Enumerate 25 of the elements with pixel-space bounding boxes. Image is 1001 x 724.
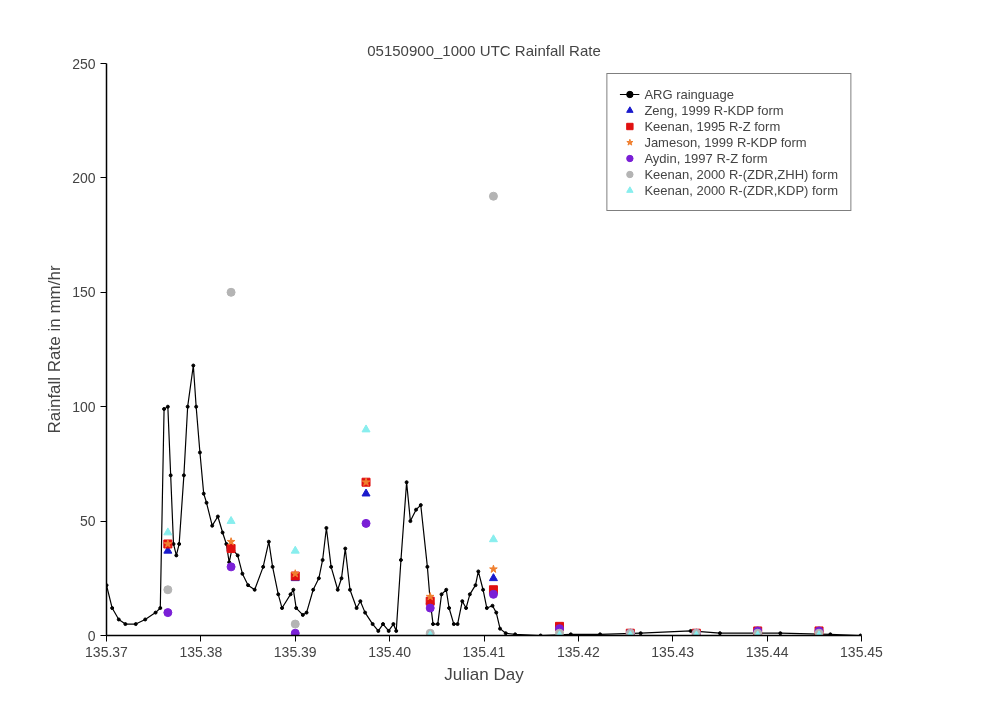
y-tick-label: 100 <box>72 398 96 415</box>
legend-label: Aydin, 1997 R-Z form <box>644 150 768 166</box>
y-axis-title: Rainfall Rate in mm/hr <box>45 265 65 434</box>
legend-label: Keenan, 2000 R-(ZDR,KDP) form <box>644 182 838 198</box>
legend-label: Keenan, 1995 R-Z form <box>644 118 781 134</box>
x-axis-title: Julian Day <box>444 664 525 684</box>
x-tick-label: 135.40 <box>368 643 412 660</box>
x-tick-label: 135.45 <box>840 643 884 660</box>
legend-label: Zeng, 1999 R-KDP form <box>644 102 784 118</box>
y-tick-label: 50 <box>79 513 96 530</box>
x-tick-label: 135.41 <box>462 643 506 660</box>
legend-label: Keenan, 2000 R-(ZDR,ZHH) form <box>644 166 838 182</box>
x-tick-label: 135.37 <box>85 643 129 660</box>
y-tick-label: 200 <box>72 169 96 186</box>
y-tick-label: 150 <box>72 284 96 301</box>
y-tick-label: 250 <box>72 55 96 72</box>
x-tick-label: 135.39 <box>273 643 317 660</box>
y-tick-label: 0 <box>87 627 96 644</box>
x-tick-label: 135.38 <box>179 643 223 660</box>
chart-title: 05150900_1000 UTC Rainfall Rate <box>367 41 601 59</box>
x-tick-label: 135.44 <box>745 643 789 660</box>
x-tick-label: 135.42 <box>556 643 600 660</box>
legend-label: ARG rainguage <box>644 86 734 102</box>
x-tick-label: 135.43 <box>651 643 695 660</box>
legend-label: Jameson, 1999 R-KDP form <box>644 134 807 150</box>
